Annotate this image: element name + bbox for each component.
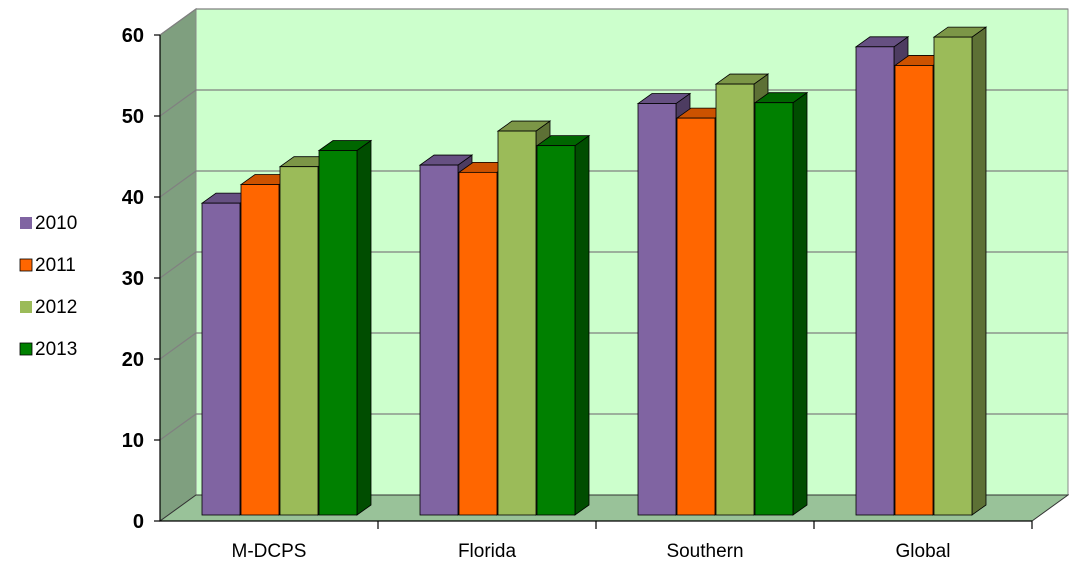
bar-front [676,117,716,516]
bar-front [279,166,319,516]
bar [753,91,809,516]
gridline [159,89,1068,117]
bar-front [201,202,241,516]
axes: 0 10 20 30 40 50 60 M-DCPS Florida Southern Global [122,25,1033,562]
bar-front [536,145,576,516]
bar-front [754,102,794,516]
y-tick-label: 20 [122,349,144,371]
bar-front [637,103,677,516]
bar-front [855,46,895,516]
bar-front [715,83,755,516]
legend-label: 2011 [35,255,76,276]
legend-label: 2010 [35,213,77,234]
legend-item: 2012 [20,297,77,318]
y-tick-label: 50 [122,106,144,128]
legend-swatch [19,342,33,356]
bar-front [894,65,934,516]
x-tick-label: Global [896,541,951,562]
legend-swatch [20,217,32,229]
gridline [159,8,1068,36]
legend-label: 2013 [35,339,77,360]
bar-front [318,150,358,516]
bar-front [458,171,498,516]
bar [535,134,591,516]
y-tick-label: 30 [122,268,144,290]
y-tick-label: 10 [122,430,144,452]
bar-front [419,164,459,516]
legend: 2010 2011 2012 2013 [19,213,77,360]
bar [932,26,988,516]
y-tick-label: 60 [122,25,144,47]
y-tick-label: 0 [133,511,144,533]
bar-front [240,184,280,516]
legend-item: 2013 [19,339,77,360]
legend-swatch [20,301,32,313]
legend-label: 2012 [35,297,77,318]
bar-side [792,91,808,516]
legend-item: 2011 [19,255,76,276]
bar-side [971,26,987,516]
legend-swatch [19,258,33,272]
bar-front [497,130,537,516]
x-tick-label: Southern [666,541,743,562]
bar-side [356,139,372,516]
bars [200,26,988,516]
y-tick-label: 40 [122,187,144,209]
bar [317,139,373,516]
bar-front [933,36,973,516]
x-tick-label: M-DCPS [232,541,307,562]
bar-side [574,134,590,516]
x-tick-label: Florida [458,541,517,562]
legend-item: 2010 [20,213,77,234]
